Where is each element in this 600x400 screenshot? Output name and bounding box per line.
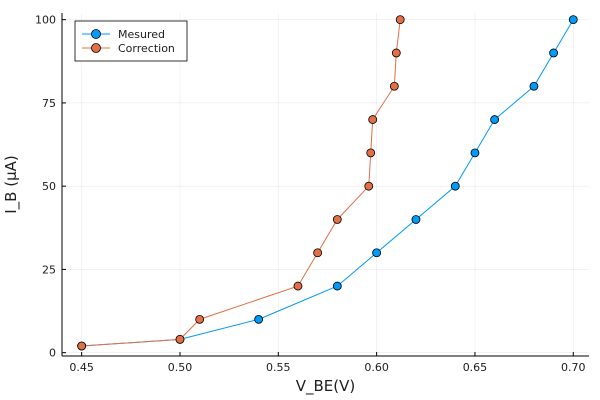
data-point — [293, 281, 303, 291]
legend-marker — [91, 29, 101, 39]
y-tick-label: 100 — [35, 14, 56, 27]
series-line — [81, 19, 574, 347]
data-point — [366, 148, 376, 158]
x-tick-label: 0.55 — [266, 361, 291, 374]
data-point — [490, 115, 500, 124]
legend-box — [74, 20, 188, 62]
data-point — [254, 314, 264, 324]
x-tick-label: 0.70 — [561, 361, 586, 374]
y-tick-label: 25 — [42, 263, 56, 276]
series-0 — [77, 15, 578, 351]
data-point — [470, 148, 480, 158]
data-series — [77, 15, 578, 351]
data-point — [368, 115, 378, 124]
data-point — [332, 215, 342, 224]
data-point — [529, 81, 539, 91]
x-tick-label: 0.60 — [364, 361, 389, 374]
legend-marker — [91, 43, 101, 53]
data-point — [175, 334, 185, 344]
data-point — [450, 181, 460, 191]
data-point — [391, 48, 401, 58]
data-point — [313, 248, 323, 258]
legend-label: Correction — [118, 42, 175, 55]
x-tick-label: 0.45 — [69, 361, 94, 374]
data-point — [411, 215, 421, 224]
series-1 — [77, 15, 405, 351]
y-axis-label: I_B (μA) — [2, 155, 21, 214]
data-point — [372, 248, 382, 258]
grid-lines — [62, 13, 589, 356]
legend-label: Mesured — [118, 28, 165, 41]
series-line — [81, 19, 401, 347]
tick-labels: 0.45 0.50 0.55 0.60 0.65 0.70 0 25 50 75 100 — [35, 14, 586, 374]
data-point — [568, 15, 578, 25]
data-point — [364, 181, 374, 191]
x-tick-label: 0.65 — [463, 361, 488, 374]
data-point — [332, 281, 342, 291]
y-tick-label: 0 — [49, 347, 56, 360]
x-axis-label: V_BE(V) — [296, 377, 356, 396]
data-point — [389, 81, 399, 91]
plot-frame — [61, 13, 589, 357]
data-point — [77, 341, 87, 351]
data-point — [549, 48, 559, 58]
data-point — [195, 314, 205, 324]
data-point — [395, 15, 405, 25]
y-tick-label: 75 — [42, 97, 56, 110]
y-tick-label: 50 — [42, 180, 56, 193]
x-tick-label: 0.50 — [168, 361, 193, 374]
